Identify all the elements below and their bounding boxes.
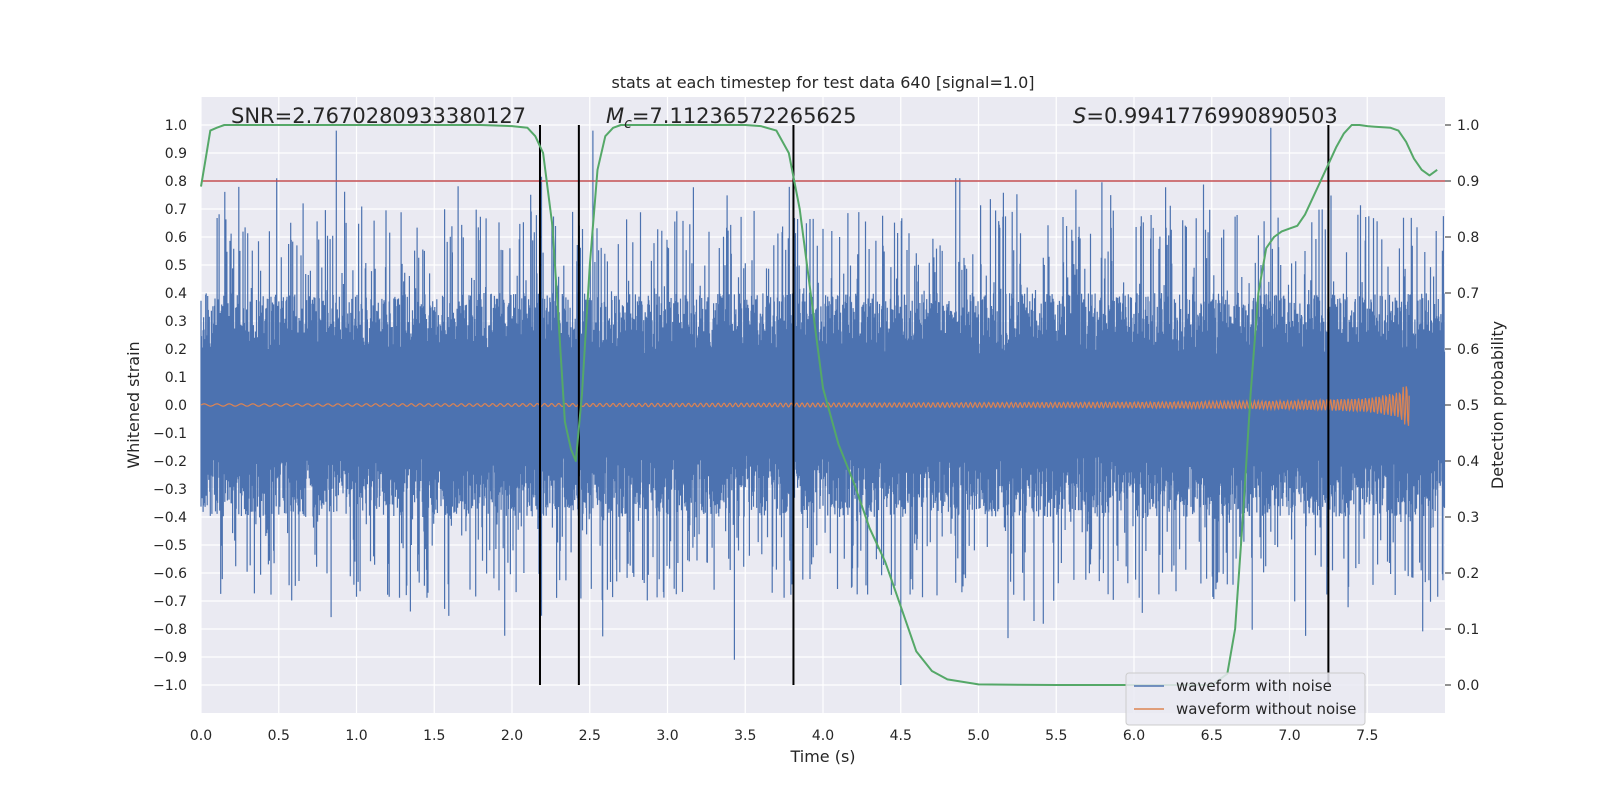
right-y-tick-label: 0.6 — [1457, 342, 1479, 358]
right-y-tick-label: 0.4 — [1457, 454, 1479, 470]
left-y-tick-label: 0.5 — [165, 258, 187, 274]
left-y-tick-label: −0.8 — [153, 622, 187, 638]
left-y-tick-label: 0.8 — [165, 174, 187, 190]
left-y-tick-label: 0.6 — [165, 230, 187, 246]
statistic-annotation: S=0.9941776990890503 — [1073, 104, 1338, 128]
x-axis-label: Time (s) — [789, 747, 855, 766]
right-y-tick-label: 0.3 — [1457, 510, 1479, 526]
x-tick-label: 4.5 — [890, 728, 912, 744]
chirp-mass-annotation: Mc=7.11236572265625 — [606, 104, 857, 132]
left-y-tick-label: 0.4 — [165, 286, 187, 302]
left-y-tick-label: 0.1 — [165, 370, 187, 386]
x-axis: 0.0 0.5 1.0 1.5 2.0 2.5 3.0 3.5 4.0 4.5 5.0 5.5 6.0 6… — [190, 728, 1379, 744]
left-y-tick-label: −0.2 — [153, 454, 187, 470]
x-tick-label: 2.5 — [579, 728, 601, 744]
left-y-tick-label: 0.7 — [165, 202, 187, 218]
event-markers — [538, 125, 1330, 685]
statistic-value: =0.9941776990890503 — [1086, 104, 1337, 128]
x-tick-label: 2.0 — [501, 728, 523, 744]
left-y-tick-label: −0.1 — [153, 426, 187, 442]
x-tick-label: 5.5 — [1045, 728, 1067, 744]
x-tick-label: 3.0 — [656, 728, 678, 744]
x-tick-label: 7.0 — [1278, 728, 1300, 744]
detection-probability-series — [200, 124, 1438, 686]
right-y-tick-label: 0.7 — [1457, 286, 1479, 302]
chart-title: stats at each timestep for test data 640… — [611, 73, 1034, 92]
left-y-tick-label: 0.0 — [165, 398, 187, 414]
chirp-mass-value: =7.11236572265625 — [632, 104, 857, 128]
left-y-tick-label: −0.5 — [153, 538, 187, 554]
x-tick-label: 6.5 — [1201, 728, 1223, 744]
x-tick-label: 5.0 — [967, 728, 989, 744]
left-y-axis: 1.0 0.9 0.8 0.7 0.6 0.5 0.4 0.3 0.2 0.1 0.0 −0.1 −0.… — [153, 118, 187, 694]
statistic-symbol: S — [1073, 104, 1086, 128]
x-tick-label: 1.5 — [423, 728, 445, 744]
right-y-tick-label: 0.2 — [1457, 566, 1479, 582]
x-tick-label: 3.5 — [734, 728, 756, 744]
clean-waveform-series — [200, 386, 1410, 426]
left-y-tick-label: 0.9 — [165, 146, 187, 162]
chirp-mass-subscript: c — [624, 116, 632, 132]
clean-waveform-line — [200, 386, 1410, 426]
snr-annotation: SNR=2.7670280933380127 — [231, 104, 526, 128]
left-y-tick-label: −0.6 — [153, 566, 187, 582]
chirp-mass-symbol: M — [606, 104, 624, 128]
right-y-tick-label: 0.1 — [1457, 622, 1479, 638]
detection-probability-line — [200, 124, 1438, 686]
right-y-tick-label: 0.9 — [1457, 174, 1479, 190]
left-y-tick-label: 1.0 — [165, 118, 187, 134]
left-y-tick-label: −1.0 — [153, 678, 187, 694]
x-tick-label: 4.0 — [812, 728, 834, 744]
left-y-tick-label: −0.9 — [153, 650, 187, 666]
x-tick-label: 0.0 — [190, 728, 212, 744]
right-y-tick-label: 1.0 — [1457, 118, 1479, 134]
legend: waveform with noise waveform without noi… — [1125, 672, 1366, 726]
x-tick-label: 1.0 — [345, 728, 367, 744]
x-tick-label: 7.5 — [1356, 728, 1378, 744]
left-y-tick-label: 0.3 — [165, 314, 187, 330]
left-y-tick-label: −0.3 — [153, 482, 187, 498]
left-y-axis-label: Whitened strain — [124, 341, 143, 468]
right-y-tick-label: 0.5 — [1457, 398, 1479, 414]
right-y-axis-label: Detection probability — [1488, 321, 1507, 489]
left-y-tick-label: −0.4 — [153, 510, 187, 526]
left-y-tick-label: 0.2 — [165, 342, 187, 358]
right-y-tick-label: 0.0 — [1457, 678, 1479, 694]
x-tick-label: 6.0 — [1123, 728, 1145, 744]
right-y-axis: 1.0 0.9 0.8 0.7 0.6 0.5 0.4 0.3 0.2 0.1 0.0 — [1445, 118, 1479, 694]
legend-label-clean: waveform without noise — [1176, 700, 1356, 718]
right-y-tick-label: 0.8 — [1457, 230, 1479, 246]
x-tick-label: 0.5 — [268, 728, 290, 744]
legend-box — [1125, 672, 1366, 726]
legend-label-noisy: waveform with noise — [1176, 677, 1332, 695]
left-y-tick-label: −0.7 — [153, 594, 187, 610]
